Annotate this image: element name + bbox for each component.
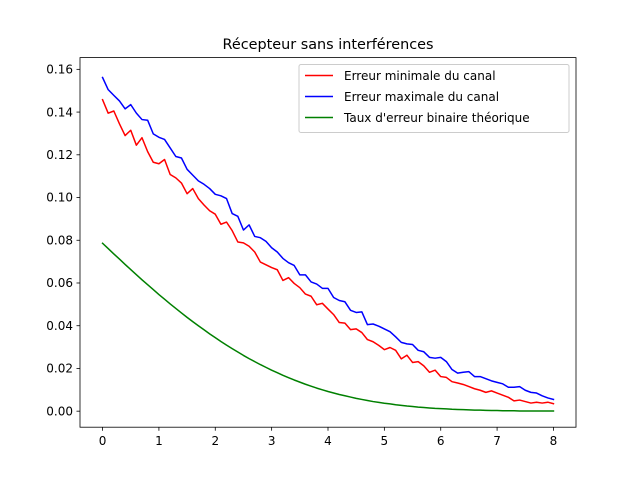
y-tick-label: 0.12	[46, 148, 73, 162]
x-tick-label: 2	[211, 434, 219, 448]
y-tick-label: 0.00	[46, 404, 73, 418]
y-tick-label: 0.02	[46, 362, 73, 376]
series-line-1	[101, 76, 555, 401]
chart-title: Récepteur sans interférences	[222, 37, 433, 53]
x-tick-label: 1	[155, 434, 163, 448]
legend: Erreur minimale du canal Erreur maximale …	[298, 64, 570, 133]
x-tick-label: 6	[437, 434, 445, 448]
x-tick-label: 7	[493, 434, 501, 448]
legend-box	[298, 64, 570, 133]
y-tick-label: 0.16	[46, 63, 73, 77]
series-line-2	[101, 242, 555, 412]
x-tick-label: 8	[550, 434, 558, 448]
x-tick-label: 3	[268, 434, 276, 448]
y-tick-label: 0.08	[46, 233, 73, 247]
legend-label-0: Erreur minimale du canal	[344, 69, 496, 83]
plot-frame	[79, 57, 577, 428]
y-tick-label: 0.10	[46, 191, 73, 205]
y-tick-label: 0.04	[46, 319, 73, 333]
series-layer	[101, 76, 555, 412]
x-tick-label: 5	[381, 434, 389, 448]
legend-label-1: Erreur maximale du canal	[344, 90, 499, 104]
axis-layer: 0 1 2 3 4 5 6 7 8 0.00 0.02 0.04 0.06 0.08 0.10 0.12 0.1…	[46, 63, 557, 449]
series-line-0	[101, 98, 555, 405]
x-tick-label: 0	[99, 434, 107, 448]
legend-label-2: Taux d'erreur binaire théorique	[343, 111, 530, 125]
y-tick-label: 0.14	[46, 105, 73, 119]
x-tick-label: 4	[324, 434, 332, 448]
y-tick-label: 0.06	[46, 276, 73, 290]
